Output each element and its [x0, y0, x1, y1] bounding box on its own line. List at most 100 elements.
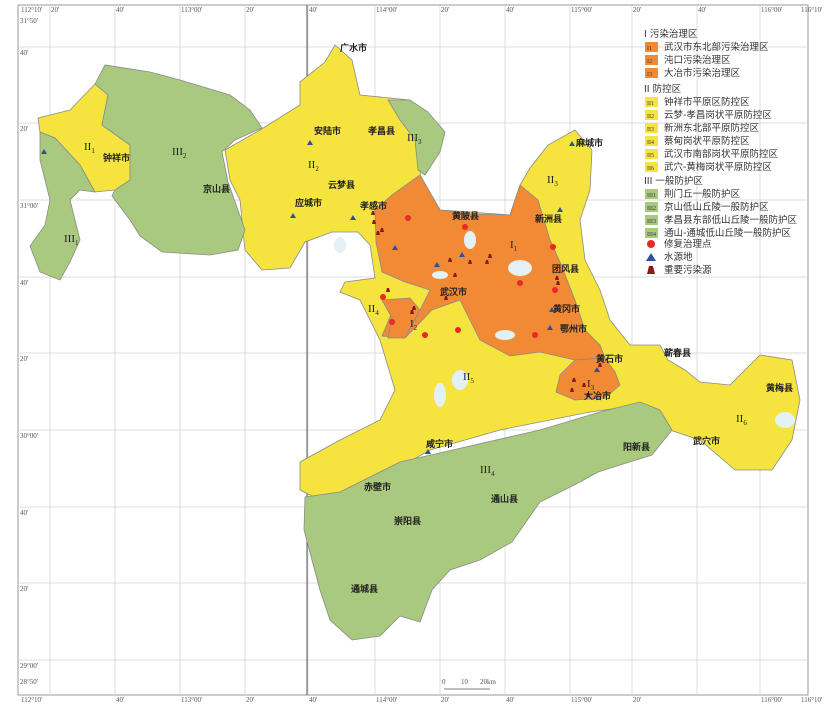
city-label: 黄冈市 [553, 303, 580, 315]
scale-label: 20km [480, 678, 497, 686]
city-label: 阳新县 [623, 441, 650, 453]
city-label: 广水市 [340, 42, 367, 54]
bottom-tick-label: 112°10' [21, 696, 42, 704]
pollution-source-icon [555, 276, 559, 280]
zone-labels: I1 I2 I3 II1 II2 II3 II4 II5 II6 III1 II… [64, 132, 747, 478]
city-label: 应城市 [295, 197, 322, 209]
legend-swatch [645, 136, 658, 146]
pollution-source-icon [582, 383, 586, 387]
region-protection-south [303, 401, 673, 641]
legend-code: III4 [647, 232, 656, 238]
city-label: 孝昌县 [367, 125, 395, 137]
pollution-source-icon [444, 296, 448, 300]
water-source-icon [392, 245, 398, 250]
scale-bar: 0 10 20km [442, 678, 497, 690]
legend-label: 武汉市南部岗状平原防控区 [664, 148, 779, 160]
top-tick-label: 116°00' [761, 6, 782, 14]
legend-code: II3 [647, 127, 654, 133]
pollution-source-icon [410, 310, 414, 314]
water-source-icon [646, 253, 656, 261]
top-tick-label: 40' [698, 6, 706, 14]
left-tick-label: 31°50' [20, 17, 38, 25]
city-label: 新洲县 [535, 213, 562, 225]
region-pollution-zhuankou [381, 297, 421, 339]
repair-point-icon [405, 215, 411, 221]
water-source-icon [557, 207, 563, 212]
city-label: 通山县 [491, 493, 518, 505]
zone-label: II5 [463, 371, 474, 385]
zone-label: III4 [480, 464, 495, 478]
repair-point-icon [389, 319, 395, 325]
legend: I 污染治理区 I1 武汉市东北部污染治理区 I2 沌口污染治理区 I3 大冶市污染治理区… [644, 28, 798, 276]
zone-label: I1 [510, 239, 518, 253]
top-tick-label: 20' [246, 6, 254, 14]
pollution-source-icon [488, 254, 492, 258]
city-label: 崇阳县 [394, 515, 421, 527]
repair-point-icon [380, 294, 386, 300]
left-tick-label: 40' [20, 279, 28, 287]
city-label: 京山县 [203, 183, 230, 195]
city-label: 蕲春县 [664, 347, 691, 359]
city-label: 云梦县 [328, 179, 355, 191]
legend-label: 武汉市东北部污染治理区 [664, 41, 769, 53]
legend-swatch [645, 110, 658, 120]
bottom-tick-label: 20' [246, 696, 254, 704]
legend-swatch [645, 97, 658, 107]
pollution-source-icon [412, 306, 416, 310]
city-label: 黄梅县 [766, 382, 793, 394]
city-label: 鄂州市 [560, 323, 587, 335]
bottom-tick-label: 40' [309, 696, 317, 704]
legend-code: III3 [647, 219, 656, 225]
city-label: 咸宁市 [426, 438, 453, 450]
water-source-icon [547, 325, 553, 330]
region-protection-xiaochang [387, 99, 446, 176]
repair-point-icon [647, 240, 655, 248]
city-label: 钟祥市 [103, 152, 130, 164]
repair-point-icon [550, 244, 556, 250]
left-tick-label: 31°00' [20, 202, 38, 210]
top-tick-label: 20' [441, 6, 449, 14]
legend-group-title: II 防控区 [644, 83, 682, 95]
bottom-tick-label: 40' [506, 696, 514, 704]
legend-code: II4 [647, 140, 654, 146]
legend-label: 重要污染源 [664, 264, 712, 276]
pollution-source-icon [376, 231, 380, 235]
repair-point-icon [462, 224, 468, 230]
water-source-icon [425, 449, 431, 454]
zone-label: III1 [64, 233, 79, 247]
legend-label: 钟祥市平原区防控区 [664, 96, 750, 108]
legend-label: 云梦-孝昌岗状平原防控区 [664, 109, 772, 121]
region-protection-jingmen [29, 131, 96, 281]
legend-swatch [645, 189, 658, 199]
pollution-source-icon [453, 273, 457, 277]
water-source-icon [594, 367, 600, 372]
legend-label: 京山低山丘陵一般防护区 [664, 201, 769, 213]
zone-label: II2 [308, 159, 319, 173]
legend-code: II2 [647, 114, 654, 120]
pollution-source-icon [647, 266, 655, 274]
top-tick-label: 113°00' [181, 6, 202, 14]
left-tick-label: 40' [20, 509, 28, 517]
city-label: 黄陂县 [452, 210, 479, 222]
pollution-source-icon [586, 393, 590, 397]
legend-label: 荆门丘一般防护区 [664, 188, 741, 200]
water-source-icon [549, 307, 555, 312]
city-label: 安陆市 [314, 125, 341, 137]
water-source-icon [569, 141, 575, 146]
legend-label: 沌口污染治理区 [664, 54, 731, 66]
repair-point-icon [552, 287, 558, 293]
legend-code: II6 [647, 166, 654, 172]
scale-label: 10 [461, 678, 469, 686]
legend-swatch [645, 215, 658, 225]
city-label: 赤壁市 [364, 481, 391, 493]
city-label: 团风县 [552, 264, 579, 275]
zone-label: I2 [410, 318, 418, 332]
pollution-source-icon [570, 388, 574, 392]
water-bodies [334, 231, 795, 428]
pollution-source-icon [380, 228, 384, 232]
top-tick-label: 114°00' [376, 6, 397, 14]
zone-label: III3 [407, 132, 422, 146]
top-tick-label: 20' [633, 6, 641, 14]
legend-group-title: I 污染治理区 [644, 28, 698, 40]
legend-code: I1 [647, 46, 652, 52]
